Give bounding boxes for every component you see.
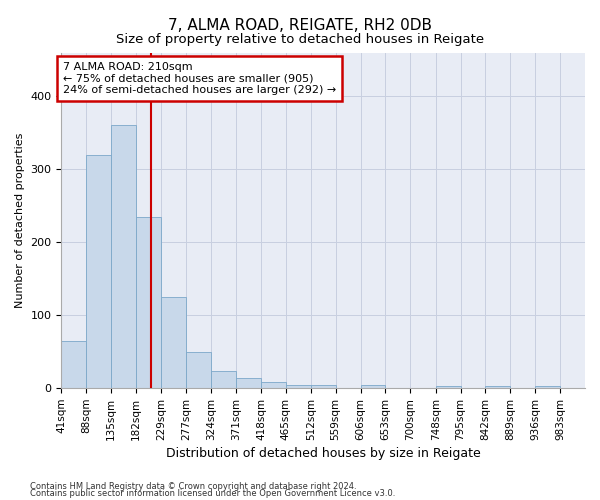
- Bar: [136, 216, 161, 388]
- Bar: [361, 386, 385, 388]
- Bar: [485, 386, 511, 388]
- Text: 7, ALMA ROAD, REIGATE, RH2 0DB: 7, ALMA ROAD, REIGATE, RH2 0DB: [168, 18, 432, 32]
- Bar: [261, 382, 286, 388]
- Y-axis label: Number of detached properties: Number of detached properties: [15, 132, 25, 308]
- Bar: [311, 384, 335, 388]
- Bar: [286, 384, 311, 388]
- Bar: [187, 352, 211, 388]
- Text: Contains public sector information licensed under the Open Government Licence v3: Contains public sector information licen…: [30, 489, 395, 498]
- Bar: [211, 372, 236, 388]
- Bar: [436, 386, 461, 388]
- Bar: [111, 126, 136, 388]
- Text: Size of property relative to detached houses in Reigate: Size of property relative to detached ho…: [116, 32, 484, 46]
- Text: 7 ALMA ROAD: 210sqm
← 75% of detached houses are smaller (905)
24% of semi-detac: 7 ALMA ROAD: 210sqm ← 75% of detached ho…: [63, 62, 336, 95]
- X-axis label: Distribution of detached houses by size in Reigate: Distribution of detached houses by size …: [166, 447, 481, 460]
- Bar: [236, 378, 261, 388]
- Bar: [86, 154, 111, 388]
- Bar: [161, 297, 186, 388]
- Bar: [535, 386, 560, 388]
- Bar: [61, 341, 86, 388]
- Text: Contains HM Land Registry data © Crown copyright and database right 2024.: Contains HM Land Registry data © Crown c…: [30, 482, 356, 491]
